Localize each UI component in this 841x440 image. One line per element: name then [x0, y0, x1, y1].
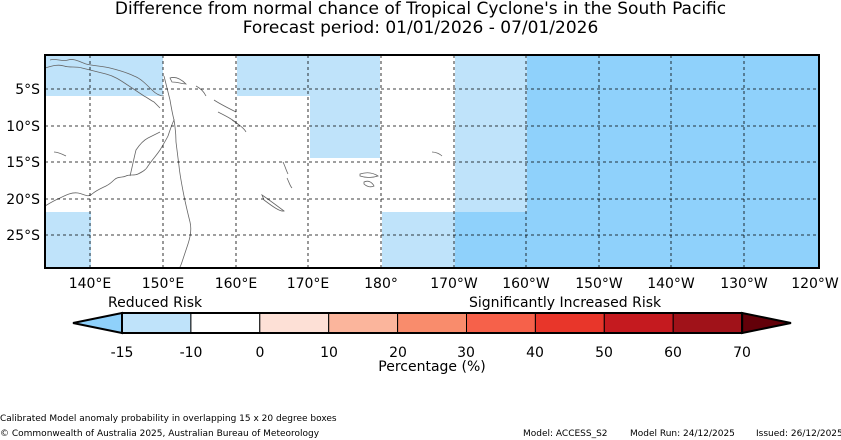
map-frame: [44, 54, 820, 269]
copyright: © Commonwealth of Australia 2025, Austra…: [0, 429, 320, 439]
colorbar-tick-label: 20: [389, 345, 407, 361]
lon-label: 160°E: [215, 276, 258, 292]
colorbar-over-arrow: [741, 311, 792, 335]
colorbar-segment: [466, 312, 536, 334]
gulf-coast: [129, 131, 161, 177]
lon-label: 120°W: [791, 276, 839, 292]
lon-label: 130°W: [720, 276, 768, 292]
lon-label: 140°E: [69, 276, 112, 292]
lat-label: 15°S: [6, 155, 40, 171]
colorbar-tick-label: 40: [526, 345, 544, 361]
lat-label: 20°S: [6, 192, 40, 208]
coastlines: [44, 59, 443, 269]
lat-label: 5°S: [15, 82, 40, 98]
colorbar-tick-label: 50: [595, 345, 613, 361]
colorbar-tick-label: 10: [320, 345, 338, 361]
forecast-period: Forecast period: 01/01/2026 - 07/01/2026: [242, 18, 599, 38]
colorbar-frame: [121, 312, 744, 334]
colorbar-segment: [259, 312, 330, 334]
new-guinea-coast: [44, 64, 161, 109]
reduced-risk-label: Reduced Risk: [108, 295, 203, 311]
increased-risk-label: Significantly Increased Risk: [469, 295, 662, 311]
colorbar-segment: [121, 312, 192, 334]
model-run: Model Run: 24/12/2025: [630, 429, 735, 439]
australia-coast: [44, 118, 192, 269]
model-name: Model: ACCESS_S2: [523, 429, 608, 439]
lon-label: 170°E: [287, 276, 330, 292]
colorbar-segment: [328, 312, 399, 334]
colorbar-axis-label: Percentage (%): [378, 359, 485, 375]
gridlines: [45, 55, 819, 268]
colorbar-tick-label: 0: [256, 345, 265, 361]
cape-york: [163, 75, 175, 121]
lon-label: 170°W: [430, 276, 478, 292]
colorbar-segment: [190, 312, 261, 334]
lon-label: 180°: [364, 276, 398, 292]
box-light-east-strip: [455, 55, 527, 212]
colorbar-under-arrow: [72, 311, 123, 335]
east-timor: [53, 151, 67, 157]
lat-label: 25°S: [6, 228, 40, 244]
fiji: [359, 172, 379, 188]
bougainville: [195, 85, 207, 97]
colorbar-tick-label: -10: [180, 345, 203, 361]
box-light-nw: [45, 55, 163, 96]
issued-date: Issued: 26/12/2025: [756, 429, 841, 439]
new-caledonia: [261, 193, 285, 212]
vanuatu: [282, 161, 293, 189]
box-light-s-central: [382, 212, 455, 268]
anomaly-boxes: [45, 55, 819, 268]
colorbar-segment: [534, 312, 605, 334]
map-title: Difference from normal chance of Tropica…: [114, 0, 727, 19]
lat-label: 10°S: [6, 119, 40, 135]
colorbar-segment: [397, 312, 468, 334]
box-light-sw: [45, 212, 91, 268]
lat-labels: 5°S 10°S 15°S 20°S 25°S: [6, 82, 40, 244]
box-medium-se: [455, 212, 527, 268]
colorbar-tick-label: 30: [457, 345, 475, 361]
new-guinea-north: [49, 59, 165, 97]
colorbar-segment: [603, 312, 674, 334]
lon-label: 160°W: [502, 276, 550, 292]
new-britain: [169, 77, 187, 85]
lon-label: 150°W: [575, 276, 623, 292]
colorbar-segment: [672, 312, 743, 334]
colorbar: [72, 311, 792, 335]
colorbar-ticks: -15 -10 0 10 20 30 40 50 60 70 Percentag…: [111, 345, 751, 375]
solomon-islands: [213, 99, 247, 133]
lon-label: 150°E: [142, 276, 185, 292]
box-light-n-central: [237, 55, 380, 96]
lon-label: 140°W: [647, 276, 695, 292]
samoa: [431, 151, 443, 157]
colorbar-tick-label: -15: [111, 345, 134, 361]
method-note: Calibrated Model anomaly probability in …: [0, 414, 337, 424]
colorbar-tick-label: 60: [664, 345, 682, 361]
box-light-central: [310, 96, 380, 158]
lon-labels: 140°E 150°E 160°E 170°E 180° 170°W 160°W…: [69, 276, 839, 292]
box-medium-east: [527, 55, 819, 268]
colorbar-tick-label: 70: [733, 345, 751, 361]
